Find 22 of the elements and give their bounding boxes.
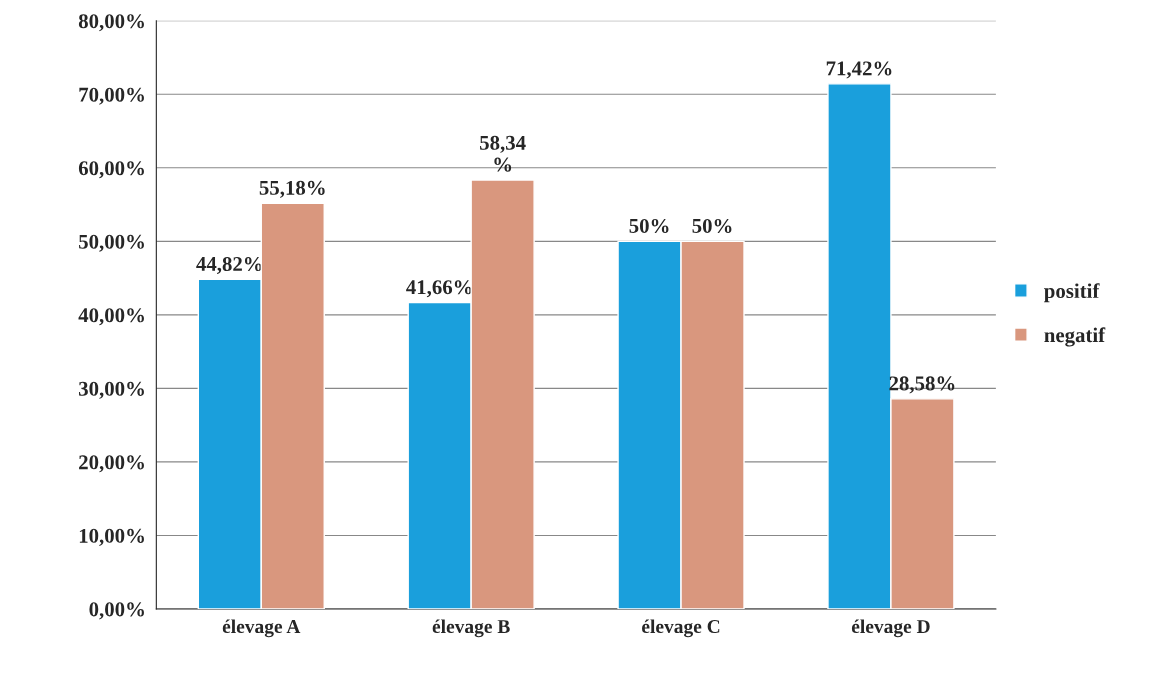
y-tick-label: 40,00% — [78, 308, 144, 326]
y-tick-label: 10,00% — [79, 528, 144, 546]
x-tick-label: élevage B — [432, 619, 510, 638]
y-tick-label: 70,00% — [79, 87, 144, 105]
x-tick-label: élevage A — [222, 619, 301, 638]
x-tick-label: élevage C — [642, 619, 720, 638]
data-label: 44,82% — [196, 256, 262, 275]
legend-label: negatif — [1044, 327, 1106, 347]
legend-label: positif — [1044, 283, 1100, 303]
x-tick-label: élevage D — [851, 619, 930, 638]
data-label: 50% — [629, 218, 669, 233]
data-label: 55,18% — [259, 180, 325, 198]
data-label: 58,34 % — [480, 135, 526, 172]
y-tick-label: 80,00% — [78, 14, 144, 32]
data-label: 50% — [692, 218, 732, 233]
y-tick-label: 0,00% — [89, 602, 144, 620]
y-tick-label: 60,00% — [78, 161, 144, 179]
y-tick-label: 20,00% — [79, 455, 144, 473]
y-tick-label: 30,00% — [78, 381, 144, 399]
data-label: 41,66% — [406, 280, 472, 298]
data-label: 71,42% — [826, 61, 892, 79]
y-tick-label: 50,00% — [79, 234, 144, 252]
